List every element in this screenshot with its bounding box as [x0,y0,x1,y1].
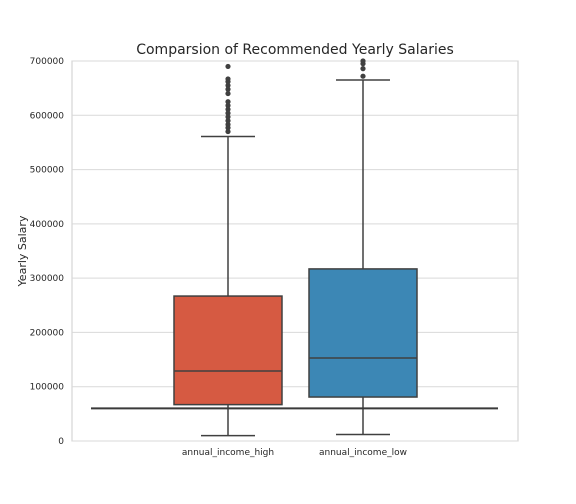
x-tick-labels: annual_income_high annual_income_low [182,448,407,458]
outlier-point [225,118,231,124]
outlier-point [225,86,231,92]
box-iqr [173,295,283,406]
outlier-point [225,114,231,120]
outlier-point [225,121,231,128]
x-tick-label: annual_income_high [182,448,274,458]
outlier-point [225,99,231,105]
outlier-point [225,76,231,82]
box-annual_income_high [173,63,283,437]
boxes [91,58,498,437]
outlier-point [225,110,231,116]
y-tick-labels: 0 100000 200000 300000 400000 500000 600000 700… [30,57,65,447]
y-tick-label: 400000 [30,220,65,230]
y-tick-label: 700000 [30,57,65,67]
outlier-point [225,63,231,70]
y-tick-label: 300000 [30,274,65,284]
plot-area [71,60,519,442]
y-tick-label: 600000 [30,111,65,121]
grid-lines [72,60,518,442]
outlier-point [360,66,366,72]
outlier-point [225,82,231,89]
y-axis-label: Yearly Salary [16,215,29,287]
outlier-point [225,90,231,97]
outlier-point [225,128,231,135]
chart-title: Comparsion of Recommended Yearly Salarie… [136,42,454,58]
y-tick-label: 100000 [30,383,65,393]
y-tick-label: 500000 [30,166,65,176]
box-annual_income_low [308,58,418,436]
outlier-point [225,102,231,109]
outlier-point [360,73,366,79]
y-tick-label: 200000 [30,328,65,338]
box-iqr [308,268,418,398]
y-tick-label: 0 [58,437,64,447]
outlier-point [225,106,231,112]
x-tick-label: annual_income_low [319,448,407,458]
outlier-point [360,58,366,64]
